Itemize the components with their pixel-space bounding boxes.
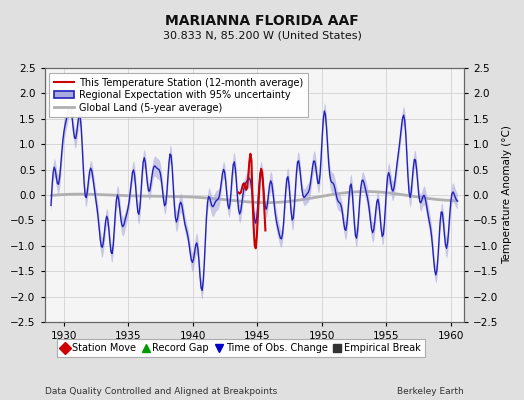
Text: MARIANNA FLORIDA AAF: MARIANNA FLORIDA AAF <box>165 14 359 28</box>
Text: Berkeley Earth: Berkeley Earth <box>397 387 464 396</box>
Text: Data Quality Controlled and Aligned at Breakpoints: Data Quality Controlled and Aligned at B… <box>45 387 277 396</box>
Legend: This Temperature Station (12-month average), Regional Expectation with 95% uncer: This Temperature Station (12-month avera… <box>49 73 308 118</box>
Text: 30.833 N, 85.200 W (United States): 30.833 N, 85.200 W (United States) <box>162 30 362 40</box>
Y-axis label: Temperature Anomaly (°C): Temperature Anomaly (°C) <box>503 126 512 264</box>
Legend: Station Move, Record Gap, Time of Obs. Change, Empirical Break: Station Move, Record Gap, Time of Obs. C… <box>58 339 424 357</box>
